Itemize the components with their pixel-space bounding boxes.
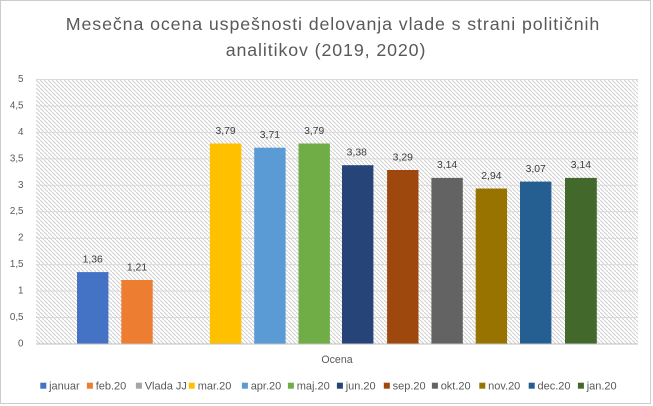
svg-text:2,94: 2,94	[481, 171, 501, 182]
svg-text:3: 3	[18, 180, 24, 191]
svg-text:4: 4	[18, 127, 24, 138]
svg-text:2,5: 2,5	[10, 206, 24, 217]
svg-text:3,14: 3,14	[571, 160, 591, 171]
svg-text:3,5: 3,5	[10, 153, 24, 164]
svg-text:Mesečna ocena uspešnosti delov: Mesečna ocena uspešnosti delovanja vlade…	[66, 14, 600, 34]
svg-text:3,38: 3,38	[347, 148, 367, 159]
svg-text:januar: januar	[48, 381, 80, 393]
svg-text:3,71: 3,71	[260, 130, 280, 141]
svg-text:feb.20: feb.20	[96, 381, 127, 393]
svg-text:jun.20: jun.20	[345, 381, 376, 393]
svg-text:sep.20: sep.20	[393, 381, 426, 393]
svg-text:1,36: 1,36	[83, 254, 103, 265]
svg-text:0: 0	[18, 339, 24, 350]
svg-text:1,5: 1,5	[10, 259, 24, 270]
svg-text:jan.20: jan.20	[586, 381, 617, 393]
svg-text:3,07: 3,07	[526, 164, 546, 175]
svg-text:mar.20: mar.20	[198, 381, 232, 393]
svg-text:1: 1	[18, 286, 23, 297]
svg-text:Ocena: Ocena	[321, 354, 352, 366]
svg-text:apr.20: apr.20	[251, 381, 282, 393]
svg-text:5: 5	[18, 74, 24, 85]
svg-text:analitikov (2019, 2020): analitikov (2019, 2020)	[226, 40, 427, 60]
svg-text:dec.20: dec.20	[538, 381, 571, 393]
svg-text:nov.20: nov.20	[488, 381, 520, 393]
svg-text:3,14: 3,14	[437, 160, 457, 171]
svg-text:Vlada JJ: Vlada JJ	[145, 381, 187, 393]
svg-text:0,5: 0,5	[10, 312, 24, 323]
svg-text:1,21: 1,21	[127, 262, 147, 273]
svg-text:2: 2	[18, 233, 23, 244]
svg-text:maj.20: maj.20	[297, 381, 330, 393]
svg-text:3,79: 3,79	[215, 126, 235, 137]
svg-text:3,79: 3,79	[304, 126, 324, 137]
svg-text:3,29: 3,29	[393, 152, 413, 163]
svg-text:4,5: 4,5	[10, 100, 24, 111]
svg-text:okt.20: okt.20	[441, 381, 471, 393]
